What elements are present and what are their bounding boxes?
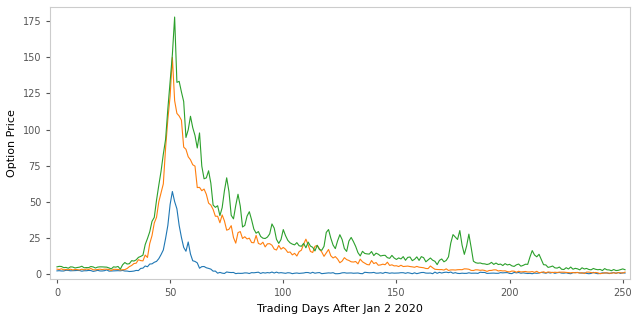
X-axis label: Trading Days After Jan 2 2020: Trading Days After Jan 2 2020 xyxy=(257,304,423,314)
Y-axis label: Option Price: Option Price xyxy=(7,109,17,177)
